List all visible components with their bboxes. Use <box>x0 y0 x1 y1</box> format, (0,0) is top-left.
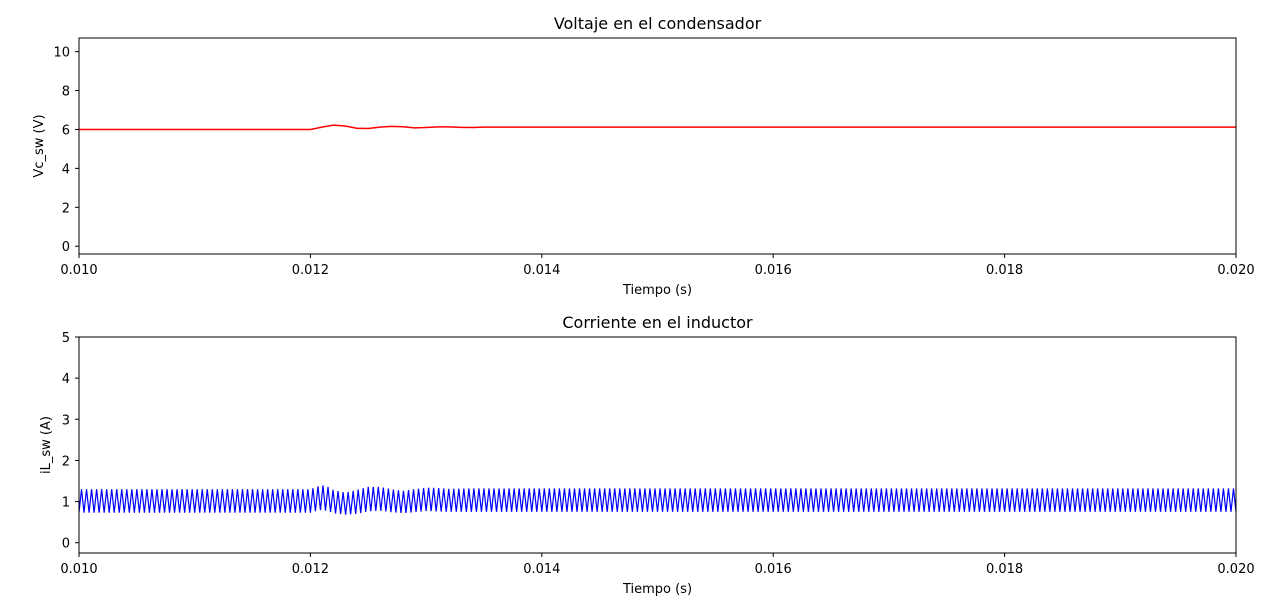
x-tick-label: 0.020 <box>1217 263 1254 278</box>
plot-area: 0.010 0.012 0.014 0.016 0.018 0.020 0 1 2 3 4 5 <box>60 331 1254 577</box>
series-line-0 <box>79 124 1236 131</box>
x-tick-label: 0.020 <box>1217 562 1254 577</box>
series-group <box>79 124 1236 131</box>
chart-title: Voltaje en el condensador <box>554 14 762 33</box>
x-tick-label: 0.018 <box>986 562 1023 577</box>
x-tick-label: 0.010 <box>60 562 97 577</box>
inductor-current-chart: Corriente en el inductor Tiempo (s) iL_s… <box>39 313 1255 597</box>
x-axis-label: Tiempo (s) <box>622 283 692 298</box>
y-tick-label: 6 <box>62 123 70 138</box>
y-tick-label: 0 <box>62 240 70 255</box>
y-tick-label: 2 <box>62 201 70 216</box>
x-tick-label: 0.016 <box>755 263 792 278</box>
series-ripple-0 <box>79 485 1236 515</box>
y-tick-label: 5 <box>62 331 70 346</box>
x-tick-label: 0.014 <box>523 562 560 577</box>
x-tick-label: 0.018 <box>986 263 1023 278</box>
y-axis-label: Vc_sw (V) <box>32 114 47 177</box>
y-tick-label: 10 <box>53 46 70 61</box>
x-tick-label: 0.016 <box>755 562 792 577</box>
y-tick-label: 0 <box>62 537 70 552</box>
x-tick-label: 0.012 <box>292 562 329 577</box>
axes-frame <box>78 336 1237 554</box>
x-tick-label: 0.014 <box>523 263 560 278</box>
capacitor-voltage-chart: Voltaje en el condensador Tiempo (s) Vc_… <box>32 14 1255 298</box>
y-tick-label: 4 <box>62 372 70 387</box>
y-axis-label: iL_sw (A) <box>39 416 54 474</box>
plot-area: 0.010 0.012 0.014 0.016 0.018 0.020 0 2 4 6 8 10 <box>53 37 1255 278</box>
y-tick-label: 3 <box>62 413 70 428</box>
series-group <box>79 485 1236 515</box>
y-tick-label: 1 <box>62 496 70 511</box>
y-tick-label: 2 <box>62 454 70 469</box>
y-tick-label: 4 <box>62 162 70 177</box>
chart-title: Corriente en el inductor <box>562 313 753 332</box>
x-tick-label: 0.010 <box>60 263 97 278</box>
x-tick-label: 0.012 <box>292 263 329 278</box>
x-axis-label: Tiempo (s) <box>622 582 692 597</box>
axes-frame <box>78 37 1237 255</box>
y-tick-label: 8 <box>62 85 70 100</box>
